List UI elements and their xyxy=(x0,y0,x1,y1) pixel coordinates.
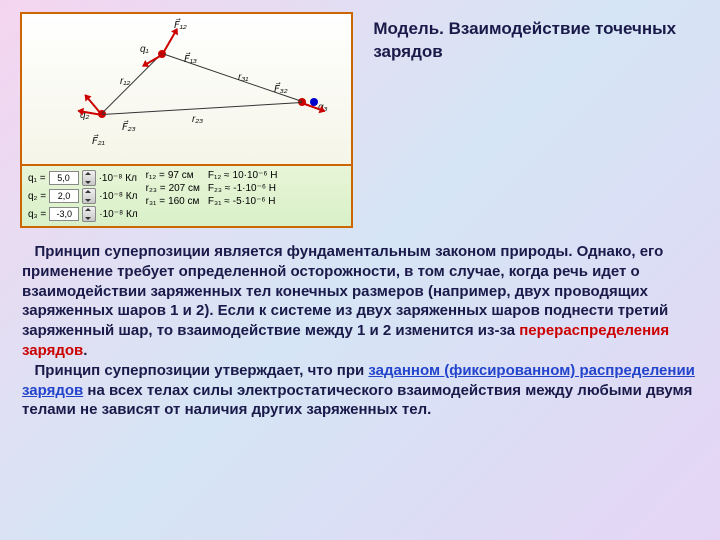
distance-line xyxy=(101,53,162,114)
charge-input-row: q₃ =-3,0 ·10⁻⁸ Кл xyxy=(28,206,138,222)
slide-title: Модель. Взаимодействие точечных зарядов xyxy=(373,12,700,228)
force-label: F⃗₃₂ xyxy=(274,84,288,95)
force-row: F₂₃ ≈-1·10⁻⁶ Н xyxy=(208,183,278,194)
charge-label: q₁ xyxy=(140,44,149,55)
distance-value: 97 см xyxy=(168,170,194,181)
distance-row: r₁₂ =97 см xyxy=(146,170,200,181)
input-symbol: r₁₂ = xyxy=(146,170,165,181)
input-symbol: q₂ = xyxy=(28,191,46,202)
input-unit: ·10⁻⁸ Кл xyxy=(99,173,137,184)
distance-row: r₂₃ =207 см xyxy=(146,183,200,194)
input-symbol: F₁₂ ≈ xyxy=(208,170,230,181)
charge-value-field[interactable]: 5,0 xyxy=(49,171,79,185)
input-symbol: r₃₁ = xyxy=(146,196,165,207)
charge-input-row: q₁ =5,0 ·10⁻⁸ Кл xyxy=(28,170,138,186)
force-value: 10·10⁻⁶ Н xyxy=(233,170,278,181)
force-label: F⃗₁₂ xyxy=(174,20,187,31)
input-symbol: r₂₃ = xyxy=(146,183,166,194)
distance-value: 160 см xyxy=(168,196,199,207)
distance-label: r₃₁ xyxy=(238,72,248,83)
charge-value-field[interactable]: -3,0 xyxy=(49,207,79,221)
distance-row: r₃₁ =160 см xyxy=(146,196,200,207)
force-label: F⃗₁₃ xyxy=(184,54,197,65)
force-row: F₃₁ ≈-5·10⁻⁶ Н xyxy=(208,196,278,207)
stepper-icon[interactable] xyxy=(82,170,96,186)
distance-label: r₁₂ xyxy=(120,76,130,87)
body-text: Принцип суперпозиции является фундамента… xyxy=(0,234,720,432)
force-label: F⃗₂₁ xyxy=(92,136,105,147)
stepper-icon[interactable] xyxy=(82,206,96,222)
para2-text-a: Принцип суперпозиции утверждает, что при xyxy=(35,362,369,379)
charge-input-row: q₂ =2,0 ·10⁻⁸ Кл xyxy=(28,188,138,204)
stepper-icon[interactable] xyxy=(82,188,96,204)
input-symbol: q₃ = xyxy=(28,209,46,220)
input-unit: ·10⁻⁸ Кл xyxy=(99,191,137,202)
force-label: F⃗₂₃ xyxy=(122,122,136,133)
input-grid: q₁ =5,0 ·10⁻⁸ Кл q₂ =2,0 ·10⁻⁸ Кл q₃ =-3,0 ·1… xyxy=(22,166,351,226)
force-value: -5·10⁻⁶ Н xyxy=(233,196,276,207)
distance-label: r₂₃ xyxy=(192,114,203,125)
distance-value: 207 см xyxy=(169,183,200,194)
top-section: q₁q₂q₃r₁₂r₂₃r₃₁F⃗₁₂F⃗₁₃F⃗₂₃F⃗₂₁F⃗₃₂ q₁ =… xyxy=(0,0,720,234)
input-symbol: F₂₃ ≈ xyxy=(208,183,230,194)
input-unit: ·10⁻⁸ Кл xyxy=(99,209,137,220)
charge-value-field[interactable]: 2,0 xyxy=(49,189,79,203)
force-row: F₁₂ ≈10·10⁻⁶ Н xyxy=(208,170,278,181)
force-arrow xyxy=(161,29,178,56)
para2-text-b: на всех телах силы электростатического в… xyxy=(22,382,692,419)
input-symbol: F₃₁ ≈ xyxy=(208,196,230,207)
input-symbol: q₁ = xyxy=(28,173,46,184)
force-diagram: q₁q₂q₃r₁₂r₂₃r₃₁F⃗₁₂F⃗₁₃F⃗₂₃F⃗₂₁F⃗₃₂ xyxy=(22,14,351,166)
force-value: -1·10⁻⁶ Н xyxy=(233,183,276,194)
simulation-panel: q₁q₂q₃r₁₂r₂₃r₃₁F⃗₁₂F⃗₁₃F⃗₂₃F⃗₂₁F⃗₃₂ q₁ =… xyxy=(20,12,353,228)
force-arrow xyxy=(142,54,162,67)
